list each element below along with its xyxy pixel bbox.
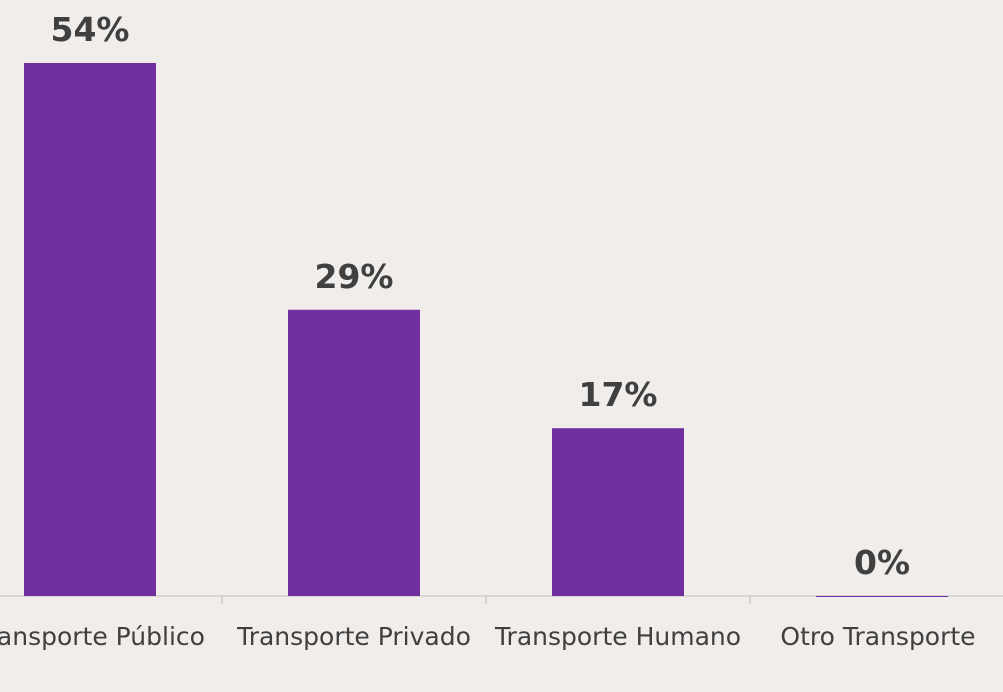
bar bbox=[288, 309, 420, 596]
x-tick-label: Otro Transporte bbox=[780, 622, 976, 651]
x-tick-label: Transporte Humano bbox=[494, 622, 742, 651]
value-label: 29% bbox=[315, 257, 394, 296]
value-label: 0% bbox=[854, 543, 910, 582]
value-label: 54% bbox=[51, 10, 130, 49]
bar bbox=[552, 428, 684, 596]
bar bbox=[24, 63, 156, 596]
value-label: 17% bbox=[579, 375, 658, 414]
bar bbox=[816, 596, 948, 597]
x-tick-label: Transporte Privado bbox=[237, 622, 471, 651]
x-tick-label: Transporte Público bbox=[0, 622, 205, 651]
